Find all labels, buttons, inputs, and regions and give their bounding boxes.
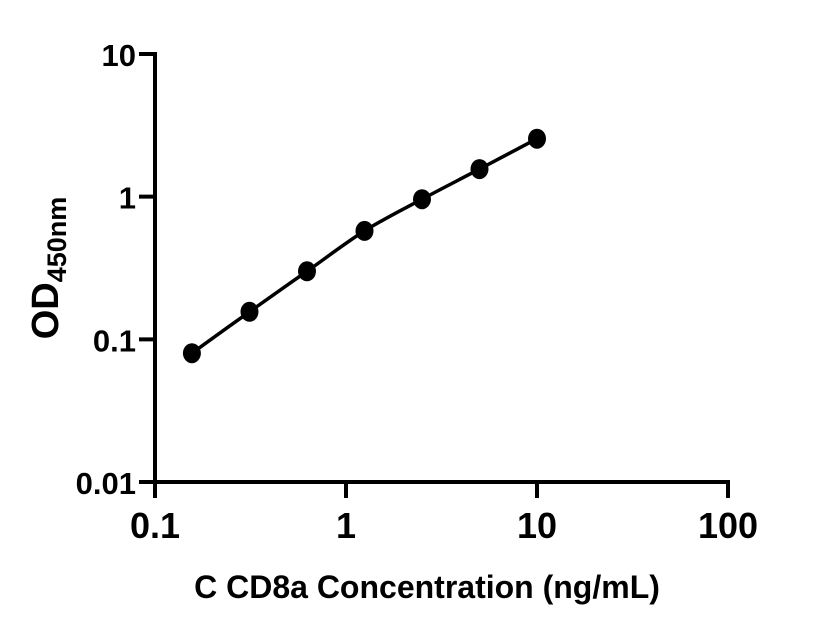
x-axis-title: C CD8a Concentration (ng/mL) — [194, 569, 660, 605]
data-point — [528, 128, 546, 149]
y-axis-title-subscript: 450nm — [42, 197, 72, 283]
data-point — [355, 220, 374, 241]
data-point — [182, 343, 201, 364]
x-tick-label: 1 — [336, 505, 356, 546]
y-axis-title-main: OD — [25, 282, 67, 339]
data-series — [182, 128, 546, 364]
axis-ticks — [139, 51, 730, 498]
data-point — [298, 261, 316, 282]
data-point — [240, 301, 259, 322]
y-tick-label: 10 — [102, 38, 136, 73]
x-tick-label: 100 — [698, 505, 758, 546]
y-tick-label: 1 — [119, 181, 136, 216]
x-tick-label: 10 — [517, 505, 557, 546]
y-tick-label: 0.1 — [93, 323, 136, 358]
x-tick-label: 0.1 — [130, 505, 180, 546]
axis-tick-labels: 0.1 1 10 100 0.01 0.1 1 10 — [76, 38, 758, 546]
data-point — [413, 189, 431, 210]
y-tick-label: 0.01 — [76, 466, 136, 501]
data-point — [470, 159, 489, 180]
y-axis-title: OD450nm — [25, 197, 72, 340]
axes — [153, 51, 730, 484]
